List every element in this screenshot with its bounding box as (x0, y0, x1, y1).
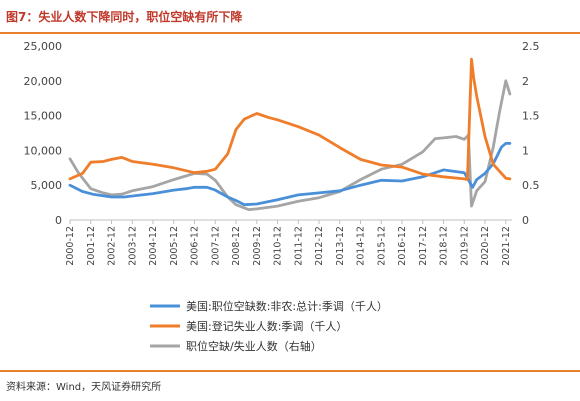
legend-label: 美国:登记失业人数:季调（千人） (186, 319, 347, 333)
right-y-tick-label: 2 (522, 75, 529, 88)
x-tick-label: 2006-12 (190, 226, 201, 266)
x-axis: 2000-12 2001-12 2002-12 2003-12 2004-12 2005-… (65, 219, 512, 266)
x-tick-label: 2004-12 (148, 226, 159, 266)
legend-item-ratio: 职位空缺/失业人数（右轴） (150, 339, 322, 353)
x-tick-label: 2017-12 (418, 226, 429, 266)
x-tick-label: 2019-12 (459, 226, 470, 266)
x-tick-label: 2014-12 (356, 226, 367, 266)
series-line-unemployed (68, 57, 512, 182)
series-line-ratio (68, 79, 512, 212)
line-chart: 0 5,000 10,000 15,000 20,000 25,000 0 0.5 1 1.5 2… (24, 40, 540, 353)
x-tick-label: 2016-12 (397, 226, 408, 266)
x-tick-label: 2009-12 (252, 226, 263, 266)
left-y-tick-label: 0 (55, 214, 62, 227)
legend-label: 职位空缺/失业人数（右轴） (186, 339, 322, 353)
x-tick-label: 2021-12 (501, 226, 512, 266)
x-tick-label: 2012-12 (314, 226, 325, 266)
x-tick-label: 2018-12 (439, 226, 450, 266)
right-y-tick-label: 1 (522, 144, 529, 157)
right-y-tick-label: 0 (522, 214, 529, 227)
left-y-tick-label: 10,000 (24, 144, 63, 157)
x-tick-label: 2005-12 (169, 226, 180, 266)
x-tick-label: 2003-12 (127, 226, 138, 266)
right-y-tick-label: 0.5 (522, 179, 540, 192)
footer-rule (0, 370, 580, 372)
left-y-tick-label: 15,000 (24, 110, 63, 123)
x-tick-label: 2020-12 (480, 226, 491, 266)
left-y-tick-label: 25,000 (24, 40, 63, 53)
x-tick-label: 2007-12 (210, 226, 221, 266)
right-y-tick-label: 1.5 (522, 110, 540, 123)
right-y-tick-label: 2.5 (522, 40, 540, 53)
left-y-tick-label: 5,000 (31, 179, 63, 192)
page-title: 图7：失业人数下降同时，职位空缺有所下降 (6, 10, 243, 24)
series-line-vacancies (68, 142, 512, 207)
left-y-tick-label: 20,000 (24, 75, 63, 88)
right-y-axis: 0 0.5 1 1.5 2 2.5 (522, 40, 540, 227)
x-tick-label: 2000-12 (65, 226, 76, 266)
x-tick-label: 2010-12 (273, 226, 284, 266)
x-tick-label: 2001-12 (86, 226, 97, 266)
left-y-axis: 0 5,000 10,000 15,000 20,000 25,000 (24, 40, 63, 227)
series-layer (68, 57, 512, 212)
x-tick-label: 2015-12 (376, 226, 387, 266)
x-tick-label: 2011-12 (293, 226, 304, 266)
legend-label: 美国:职位空缺数:非农:总计:季调（千人） (186, 299, 388, 313)
x-tick-label: 2008-12 (231, 226, 242, 266)
title-bar: 图7：失业人数下降同时，职位空缺有所下降 (0, 0, 580, 34)
x-tick-label: 2002-12 (107, 226, 118, 266)
source-note: 资料来源：Wind，天风证券研究所 (6, 382, 162, 393)
legend-item-unemployed: 美国:登记失业人数:季调（千人） (150, 319, 347, 333)
legend: 美国:职位空缺数:非农:总计:季调（千人） 美国:登记失业人数:季调（千人） 职位空… (150, 299, 388, 353)
legend-item-vacancies: 美国:职位空缺数:非农:总计:季调（千人） (150, 299, 388, 313)
x-tick-label: 2013-12 (335, 226, 346, 266)
